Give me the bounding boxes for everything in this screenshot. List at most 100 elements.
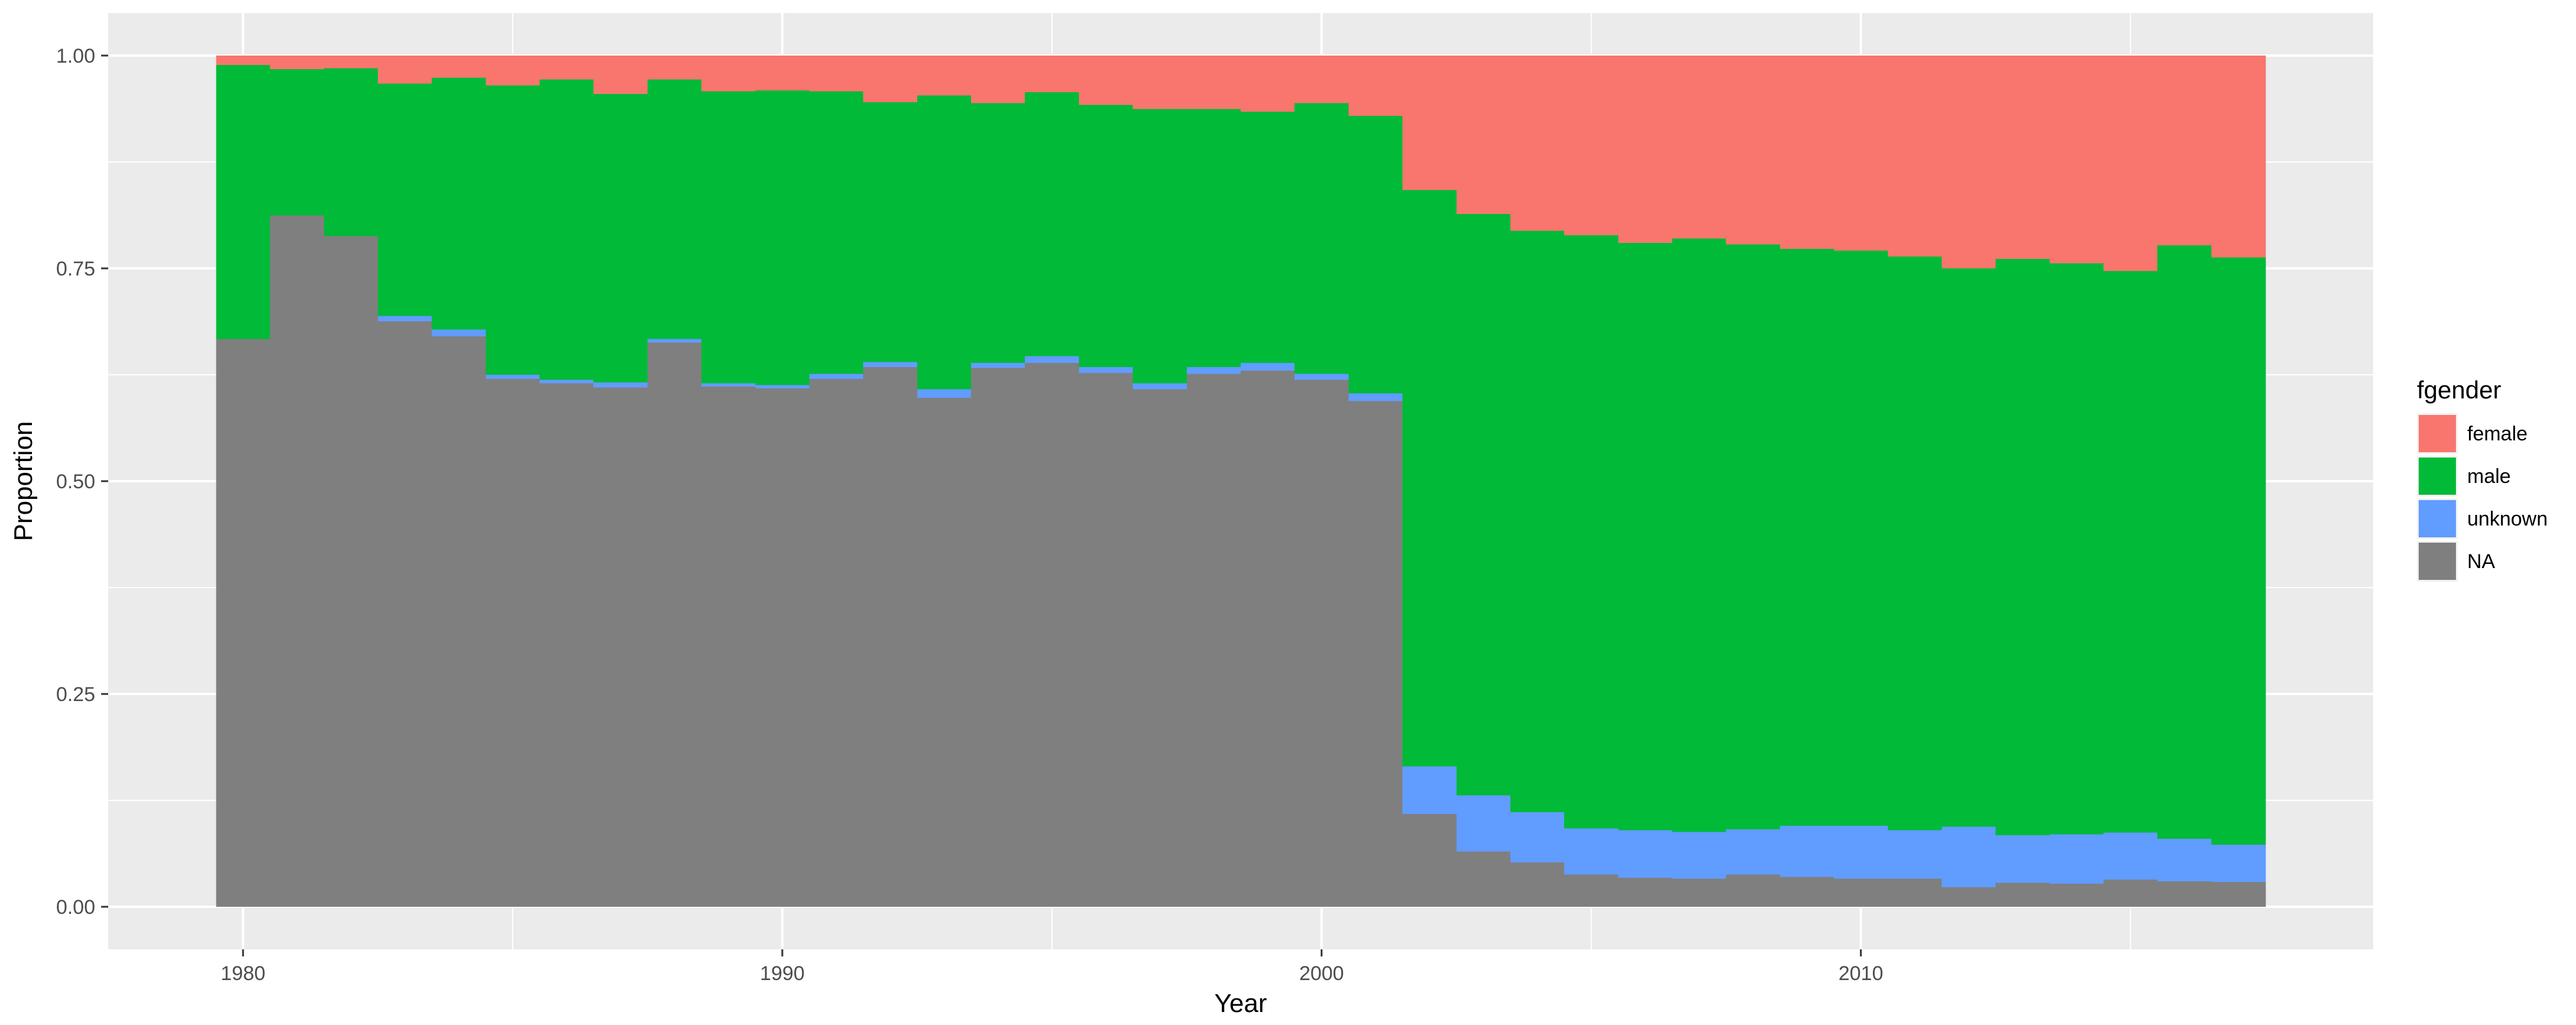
bar-unknown-2004 [1510, 812, 1565, 863]
bar-na-2000 [1295, 379, 1350, 907]
legend-label-unknown: unknown [2467, 508, 2548, 530]
bar-unknown-1987 [593, 382, 648, 388]
bar-female-2016 [2157, 56, 2212, 246]
bar-na-1984 [432, 336, 487, 907]
bar-male-1991 [809, 91, 864, 374]
bar-male-1993 [917, 95, 972, 390]
bar-female-1992 [863, 56, 918, 103]
legend-swatch-unknown [2419, 500, 2456, 537]
legend-label-na: NA [2467, 550, 2496, 573]
bar-male-2009 [1779, 248, 1834, 826]
bar-male-1989 [701, 91, 756, 384]
bar-female-1983 [377, 56, 432, 84]
bar-na-2014 [2049, 884, 2104, 907]
bar-na-1996 [1079, 373, 1134, 907]
bar-male-1985 [486, 85, 541, 375]
bar-female-1987 [593, 56, 648, 94]
bar-na-1995 [1025, 362, 1080, 907]
bar-na-1998 [1186, 374, 1241, 907]
bar-na-1987 [593, 387, 648, 907]
bar-unknown-2014 [2049, 834, 2104, 884]
legend-swatch-male [2419, 458, 2456, 495]
bar-female-2004 [1510, 56, 1565, 231]
bar-na-1999 [1241, 370, 1295, 907]
bar-unknown-1990 [755, 385, 810, 389]
bar-na-2013 [1995, 883, 2050, 907]
bar-male-1980 [216, 64, 271, 339]
bar-female-1982 [323, 56, 378, 69]
bar-male-2012 [1941, 268, 1996, 827]
bar-male-2014 [2049, 263, 2104, 835]
bar-na-1985 [486, 379, 541, 907]
bar-unknown-2008 [1726, 829, 1781, 875]
stacked-bars [216, 56, 2266, 907]
legend-label-male: male [2467, 465, 2511, 488]
bar-unknown-1993 [917, 389, 972, 398]
bar-na-2001 [1348, 401, 1403, 907]
bar-male-1987 [593, 93, 648, 382]
y-tick-label: 1.00 [56, 45, 95, 67]
bar-female-1996 [1079, 56, 1134, 105]
bar-unknown-1984 [432, 329, 487, 337]
bar-male-1994 [971, 103, 1026, 363]
bar-male-2004 [1510, 231, 1565, 813]
bar-male-2016 [2157, 245, 2212, 839]
bar-female-2015 [2103, 56, 2158, 271]
y-tick-label: 0.25 [56, 683, 95, 706]
bar-male-2002 [1402, 190, 1457, 767]
bar-female-1986 [539, 56, 594, 80]
bar-female-1993 [917, 56, 972, 96]
bar-male-1999 [1241, 112, 1295, 363]
bar-male-2001 [1348, 116, 1403, 394]
bar-unknown-1994 [971, 362, 1026, 368]
bar-unknown-2013 [1995, 835, 2050, 883]
bar-unknown-1989 [701, 383, 756, 387]
bar-unknown-2007 [1672, 832, 1727, 879]
bar-na-2008 [1726, 874, 1781, 907]
bar-unknown-2005 [1564, 828, 1619, 875]
bar-female-1999 [1241, 56, 1295, 112]
bar-female-2017 [2211, 56, 2266, 258]
bar-female-1994 [971, 56, 1026, 103]
bar-na-2006 [1618, 878, 1673, 907]
bar-unknown-1996 [1079, 367, 1134, 374]
bar-female-2005 [1564, 56, 1619, 235]
bar-female-1988 [647, 56, 702, 80]
bar-female-1985 [486, 56, 541, 86]
bar-na-2012 [1941, 887, 1996, 907]
bar-unknown-1985 [486, 375, 541, 379]
bar-unknown-2000 [1295, 374, 1350, 380]
bar-female-2006 [1618, 56, 1673, 243]
bar-female-1989 [701, 56, 756, 92]
bar-unknown-2015 [2103, 832, 2158, 880]
bar-unknown-2011 [1888, 830, 1943, 879]
bar-na-2009 [1779, 877, 1834, 907]
bar-female-1981 [270, 56, 325, 70]
bar-female-2007 [1672, 56, 1727, 239]
bar-unknown-2006 [1618, 830, 1673, 878]
bar-na-1989 [701, 387, 756, 907]
bar-female-2014 [2049, 56, 2104, 264]
bar-unknown-1998 [1186, 367, 1241, 374]
bar-male-1981 [270, 69, 325, 216]
bar-female-2010 [1834, 56, 1889, 251]
bar-na-1993 [917, 397, 972, 907]
bar-na-2007 [1672, 878, 1727, 907]
bar-female-2002 [1402, 56, 1457, 190]
bar-na-1992 [863, 367, 918, 907]
y-tick-label: 0.00 [56, 896, 95, 919]
bar-female-2011 [1888, 56, 1943, 257]
bar-na-2004 [1510, 862, 1565, 907]
bar-na-2003 [1456, 851, 1511, 907]
bar-male-2017 [2211, 257, 2266, 845]
legend-label-female: female [2467, 423, 2528, 445]
bar-male-1998 [1186, 109, 1241, 368]
x-tick-label: 2000 [1299, 962, 1344, 985]
bar-male-2013 [1995, 259, 2050, 836]
y-tick-label: 0.50 [56, 471, 95, 493]
bar-na-1991 [809, 379, 864, 907]
bar-unknown-1991 [809, 374, 864, 379]
x-tick-label: 1980 [221, 962, 266, 985]
bar-female-1980 [216, 56, 271, 65]
